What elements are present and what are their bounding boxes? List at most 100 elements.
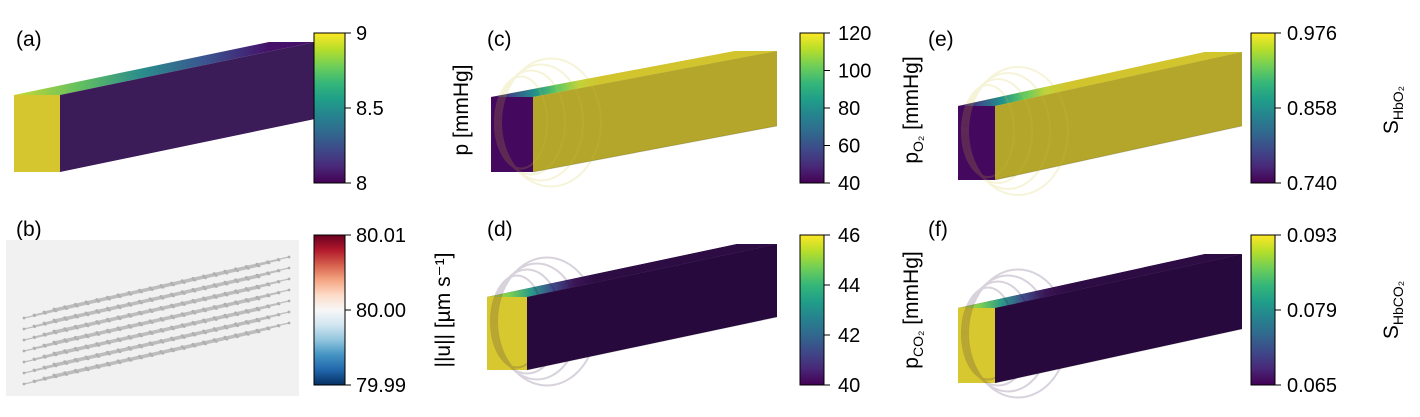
velocity-arrow xyxy=(266,304,270,308)
shading-ring xyxy=(494,262,580,381)
colorbar-tick-label: 79.99 xyxy=(356,375,406,397)
velocity-arrow xyxy=(202,307,205,311)
panel-letter: (d) xyxy=(487,218,513,241)
velocity-arrow xyxy=(223,335,227,339)
colorbar-tick-label: 0.858 xyxy=(1287,98,1337,120)
velocity-arrow xyxy=(234,278,237,282)
velocity-arrow xyxy=(170,281,173,285)
colorbar-label: ||u|| [µm s⁻¹] xyxy=(432,252,455,367)
velocity-arrow xyxy=(159,316,163,320)
velocity-arrow xyxy=(159,327,163,331)
velocity-arrow xyxy=(223,269,227,273)
velocity-arrow xyxy=(234,267,237,271)
velocity-arrow xyxy=(116,326,120,330)
velocity-arrow xyxy=(191,309,195,313)
colorbar-tick-label: 42 xyxy=(838,325,860,347)
shading-ring xyxy=(498,63,584,182)
velocity-arrow xyxy=(244,331,248,334)
velocity-arrow xyxy=(73,324,77,328)
arrow-field-background xyxy=(6,240,299,396)
velocity-arrow xyxy=(63,316,67,320)
velocity-arrow xyxy=(202,274,205,278)
velocity-arrow xyxy=(234,311,237,315)
velocity-arrow xyxy=(106,317,109,321)
velocity-arrow xyxy=(22,316,26,320)
velocity-arrow xyxy=(106,306,109,310)
velocity-arrow xyxy=(84,322,88,326)
colorbar xyxy=(799,234,825,386)
velocity-arrow xyxy=(148,319,152,323)
velocity-arrow xyxy=(180,334,184,338)
inlet-shading xyxy=(961,268,1069,399)
box-side-face xyxy=(995,254,1242,383)
velocity-arrow xyxy=(287,288,291,292)
colorbar-tick-label: 40 xyxy=(838,173,860,195)
velocity-arrow xyxy=(287,255,291,259)
colorbar-tick-label: 9 xyxy=(356,23,367,45)
velocity-arrow xyxy=(52,373,56,377)
box-top-gradient xyxy=(958,52,1242,106)
velocity-arrow xyxy=(212,272,216,275)
velocity-arrow xyxy=(63,349,67,353)
velocity-arrow xyxy=(63,371,67,375)
box-edge xyxy=(526,316,778,371)
shading-ring xyxy=(494,75,548,170)
velocity-arrow xyxy=(266,326,270,330)
velocity-arrow xyxy=(170,314,173,318)
box-front-face xyxy=(958,308,995,383)
velocity-arrow xyxy=(266,260,270,264)
velocity-arrow xyxy=(95,298,99,301)
velocity-arrow xyxy=(180,312,184,316)
colorbar-tick-label: 0.976 xyxy=(1287,23,1337,45)
box-side-face xyxy=(533,51,777,172)
velocity-arrow xyxy=(212,316,216,319)
box-edge xyxy=(532,125,778,173)
velocity-arrow xyxy=(22,327,26,331)
shading-ring xyxy=(961,286,1015,381)
velocity-arrow xyxy=(255,328,259,332)
colorbar-label: SHbO₂ xyxy=(1380,86,1406,134)
panel-letter: (b) xyxy=(16,218,42,241)
velocity-arrow xyxy=(234,322,237,326)
velocity-arrow xyxy=(63,305,67,309)
velocity-arrow xyxy=(276,301,280,305)
box-front-face xyxy=(958,106,995,180)
velocity-arrow xyxy=(212,294,216,297)
velocity-arrow xyxy=(22,371,26,375)
colorbar-tick-label: 40 xyxy=(838,375,860,397)
velocity-arrow xyxy=(32,346,36,350)
velocity-arrow xyxy=(84,344,88,348)
colorbar xyxy=(313,32,346,184)
colorbar-label: pCO₂ [mmHg] xyxy=(900,251,926,368)
velocity-arrow xyxy=(191,276,195,280)
velocity-arrow xyxy=(106,328,109,332)
box-top-gradient xyxy=(491,51,777,97)
velocity-arrow xyxy=(116,304,120,308)
shading-ring xyxy=(963,78,1033,184)
velocity-arrow xyxy=(32,324,36,328)
colorbar-label: p [mmHg] xyxy=(450,64,473,155)
velocity-arrow xyxy=(223,313,227,317)
colorbar-tick-label: 0.740 xyxy=(1287,173,1337,195)
velocity-arrow xyxy=(244,298,248,301)
panel-letter: (f) xyxy=(928,218,948,241)
velocity-arrow xyxy=(52,307,56,311)
velocity-arrow xyxy=(52,318,56,322)
velocity-arrow xyxy=(127,335,131,338)
velocity-arrow xyxy=(84,333,88,337)
box-top-gradient xyxy=(487,244,777,297)
velocity-arrow xyxy=(127,357,131,360)
velocity-arrow xyxy=(159,349,163,353)
velocity-arrow xyxy=(138,288,141,292)
shading-ring xyxy=(965,72,1051,190)
colorbar-tick-label: 0.065 xyxy=(1287,375,1337,397)
shading-ring xyxy=(967,268,1069,399)
colorbar xyxy=(1250,32,1276,184)
shading-ring xyxy=(963,280,1033,387)
velocity-arrow xyxy=(202,285,205,289)
panel-b: (b) 80.01 80.00 79.99 ||u|| [µm s⁻¹] xyxy=(6,218,455,397)
velocity-arrow xyxy=(223,280,227,284)
velocity-arrow xyxy=(234,289,237,293)
velocity-arrow xyxy=(32,379,36,383)
velocity-arrow xyxy=(42,376,46,380)
